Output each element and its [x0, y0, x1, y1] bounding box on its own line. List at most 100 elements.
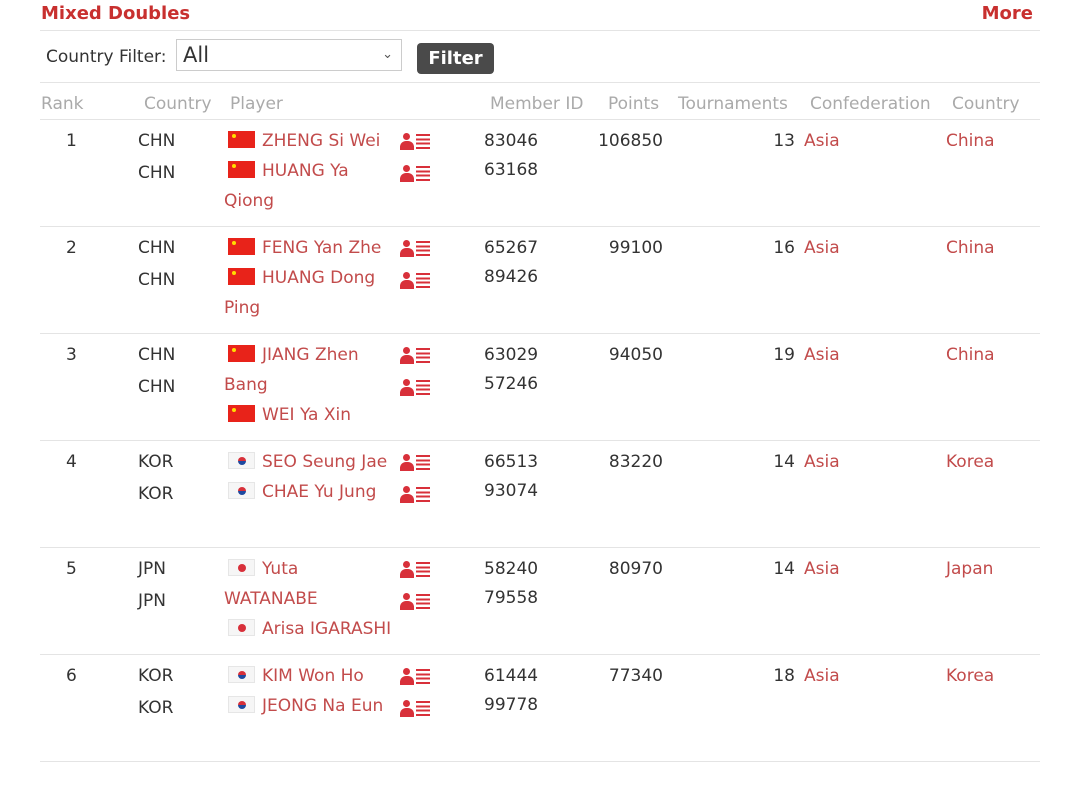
player-profile-icon[interactable]: [400, 453, 432, 473]
country-code: CHN: [138, 238, 176, 258]
confederation-link[interactable]: Asia: [804, 559, 840, 579]
member-id: 93074: [484, 481, 539, 501]
country-code: KOR: [138, 698, 174, 718]
player-name-link[interactable]: ZHENG Si Wei: [262, 131, 381, 151]
points: 77340: [608, 666, 663, 686]
player: WEI Ya Xin: [224, 400, 392, 430]
country-link[interactable]: Korea: [946, 452, 995, 472]
player: HUANG Dong Ping: [224, 263, 392, 323]
points: 83220: [608, 452, 663, 472]
chevron-down-icon: ⌄: [382, 47, 393, 62]
table-row: 1 CHN 83046 CHN 63168 106850 13 Asia China ZHENG …: [40, 120, 1040, 227]
member-id: 63168: [484, 160, 539, 180]
rank: 2: [66, 238, 77, 258]
col-player: Player: [230, 94, 283, 114]
country-link[interactable]: China: [946, 345, 995, 365]
player: JEONG Na Eun: [224, 691, 392, 721]
player-name-link[interactable]: FENG Yan Zhe: [262, 238, 382, 258]
player-name-link[interactable]: CHAE Yu Jung: [262, 482, 377, 502]
player-profile-icon[interactable]: [400, 378, 432, 398]
player-name-link[interactable]: SEO Seung Jae: [262, 452, 388, 472]
rank: 5: [66, 559, 77, 579]
player: FENG Yan Zhe: [224, 233, 392, 263]
table-row: 2 CHN 65267 CHN 89426 99100 16 Asia China FENG Ya…: [40, 227, 1040, 334]
member-id: 65267: [484, 238, 539, 258]
country-code: CHN: [138, 270, 176, 290]
player-name-link[interactable]: JEONG Na Eun: [262, 696, 384, 716]
country-filter-select[interactable]: All ⌄: [176, 39, 402, 71]
rank: 4: [66, 452, 77, 472]
selected-value: All: [183, 43, 210, 67]
flag-kr-icon: [228, 482, 255, 499]
country-link[interactable]: China: [946, 238, 995, 258]
col-tournaments: Tournaments: [678, 94, 788, 114]
confederation-link[interactable]: Asia: [804, 345, 840, 365]
player-profile-icon[interactable]: [400, 485, 432, 505]
player-name-link[interactable]: Yuta WATANABE: [224, 559, 318, 609]
player-profile-icon[interactable]: [400, 132, 432, 152]
player-name-link[interactable]: KIM Won Ho: [262, 666, 364, 686]
rank: 6: [66, 666, 77, 686]
country-link[interactable]: Korea: [946, 666, 995, 686]
player-profile-icon[interactable]: [400, 592, 432, 612]
players-cell: Yuta WATANABE Arisa IGARASHI: [224, 554, 392, 644]
col-rank: Rank: [41, 94, 84, 114]
player-profile-icon[interactable]: [400, 560, 432, 580]
divider: [40, 82, 1040, 83]
player-name-link[interactable]: HUANG Dong Ping: [224, 268, 376, 318]
flag-cn-icon: [228, 131, 255, 148]
member-id: 66513: [484, 452, 539, 472]
player-name-link[interactable]: JIANG Zhen Bang: [224, 345, 359, 395]
flag-cn-icon: [228, 345, 255, 362]
country-link[interactable]: Japan: [946, 559, 994, 579]
player-profile-icon[interactable]: [400, 164, 432, 184]
confederation-link[interactable]: Asia: [804, 452, 840, 472]
country-code: CHN: [138, 131, 176, 151]
flag-cn-icon: [228, 238, 255, 255]
table-row: 4 KOR 66513 KOR 93074 83220 14 Asia Korea SEO Seu…: [40, 441, 1040, 548]
col-points: Points: [608, 94, 660, 114]
country-code: CHN: [138, 163, 176, 183]
player-profile-icon[interactable]: [400, 699, 432, 719]
rank: 1: [66, 131, 77, 151]
tournaments: 14: [773, 452, 795, 472]
more-link[interactable]: More: [981, 3, 1033, 24]
player: HUANG Ya Qiong: [224, 156, 392, 216]
col-confederation: Confederation: [810, 94, 931, 114]
country-link[interactable]: China: [946, 131, 995, 151]
filter-button[interactable]: Filter: [417, 43, 494, 74]
player: KIM Won Ho: [224, 661, 392, 691]
player: CHAE Yu Jung: [224, 477, 392, 507]
player-profile-icon[interactable]: [400, 346, 432, 366]
player: Arisa IGARASHI: [224, 614, 392, 644]
player-name-link[interactable]: WEI Ya Xin: [262, 405, 351, 425]
player-name-link[interactable]: HUANG Ya Qiong: [224, 161, 349, 211]
flag-cn-icon: [228, 405, 255, 422]
player: SEO Seung Jae: [224, 447, 392, 477]
player-name-link[interactable]: Arisa IGARASHI: [262, 619, 392, 639]
players-cell: KIM Won Ho JEONG Na Eun: [224, 661, 392, 721]
confederation-link[interactable]: Asia: [804, 131, 840, 151]
tournaments: 19: [773, 345, 795, 365]
member-id: 58240: [484, 559, 539, 579]
flag-kr-icon: [228, 666, 255, 683]
flag-cn-icon: [228, 268, 255, 285]
points: 80970: [608, 559, 663, 579]
table-row: 5 JPN 58240 JPN 79558 80970 14 Asia Japan Yuta WA…: [40, 548, 1040, 655]
country-code: KOR: [138, 452, 174, 472]
country-code: CHN: [138, 345, 176, 365]
country-code: JPN: [138, 559, 166, 579]
country-filter-label: Country Filter:: [46, 47, 167, 67]
player-profile-icon[interactable]: [400, 239, 432, 259]
member-id: 57246: [484, 374, 539, 394]
player-profile-icon[interactable]: [400, 667, 432, 687]
players-cell: ZHENG Si Wei HUANG Ya Qiong: [224, 126, 392, 216]
confederation-link[interactable]: Asia: [804, 666, 840, 686]
points: 94050: [608, 345, 663, 365]
player-profile-icon[interactable]: [400, 271, 432, 291]
member-id: 63029: [484, 345, 539, 365]
member-id: 61444: [484, 666, 539, 686]
flag-kr-icon: [228, 696, 255, 713]
confederation-link[interactable]: Asia: [804, 238, 840, 258]
player: ZHENG Si Wei: [224, 126, 392, 156]
